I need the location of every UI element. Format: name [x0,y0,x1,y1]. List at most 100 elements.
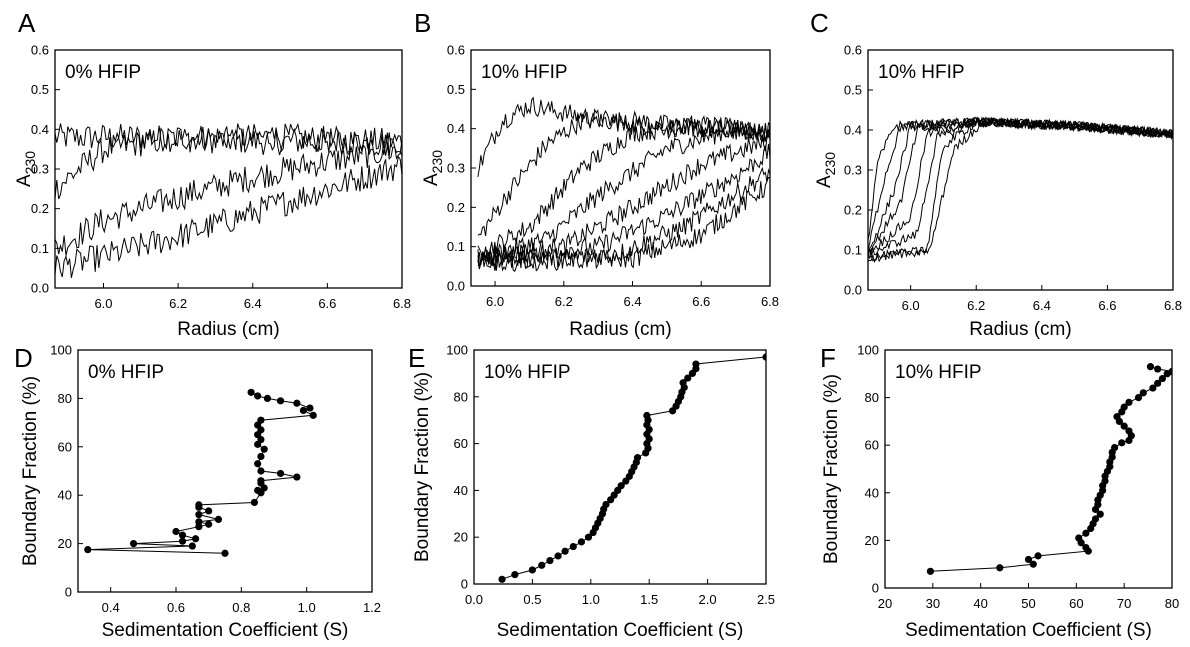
x-axis-label: Radius (cm) [177,319,279,340]
panel-d: D 0% HFIP 0 20 40 60 80 100 0.4 0.6 0.8 1.0 1.2 Sedim… [14,343,381,642]
x-axis-label: Radius (cm) [569,319,671,340]
x-tick-label: 1.2 [363,600,381,615]
scan-trace-4 [55,155,402,278]
y-axis-label: A230 [421,150,445,186]
y-tick-label: 0 [872,581,879,596]
data-point [617,482,625,490]
data-point [1158,374,1167,383]
data-point [306,404,314,412]
x-tick-label: 6.6 [1098,298,1116,313]
y-tick-label: 60 [865,438,879,453]
condition-label: 10% HFIP [481,62,568,83]
data-point [195,510,203,519]
data-point [926,567,935,575]
data-point [247,388,255,396]
y-tick-label: 20 [58,536,72,551]
x-tick-label: 70 [1117,596,1131,611]
data-point [546,557,554,565]
scan-trace-4 [477,119,770,265]
data-point [1168,367,1172,376]
plot-frame [54,49,403,289]
data-point [602,500,610,509]
data-point [1082,529,1090,537]
data-point [192,535,200,543]
x-tick-label: 6.8 [1164,298,1182,313]
x-axis-label: Sedimentation Coefficient (S) [497,620,744,641]
condition-label: 10% HFIP [895,362,982,383]
y-tick-label: 0 [461,577,468,592]
x-tick-label: 20 [878,596,892,611]
data-point [178,537,187,545]
y-tick-label: 0.0 [844,283,862,298]
panel-letter: D [14,343,33,373]
x-tick-label: 1.0 [582,592,600,607]
y-axis-label-main: A [814,175,835,188]
y-tick-label: 0.5 [447,82,465,97]
data-point [257,416,265,424]
y-tick-label: 80 [454,389,468,404]
scan-trace-7 [868,116,1173,264]
x-tick-label: 0.5 [523,592,541,607]
y-axis-label: A230 [814,152,838,188]
data-point [1149,384,1157,392]
y-tick-label: 0.3 [31,162,49,177]
data-point [762,353,766,361]
y-axis-label-subscript: 230 [429,150,445,174]
y-axis-label-subscript: 230 [22,151,38,175]
x-axis-label: Sedimentation Coefficient (S) [102,620,349,641]
scan-trace-2 [868,116,1173,250]
data-point [1154,365,1162,373]
data-point [498,575,506,583]
panel-letter: F [820,343,836,373]
y-axis-label: Boundary Fraction (%) [821,374,842,564]
panel-letter: E [408,343,425,373]
x-tick-label: 6.2 [967,298,985,313]
scan-trace-1 [868,116,1173,240]
y-tick-label: 60 [454,436,468,451]
data-point [254,460,262,468]
y-tick-label: 0.0 [447,279,465,294]
y-tick-label: 0 [65,585,72,600]
panel-c: C 10% HFIP 0.0 0.1 0.2 0.3 0.4 0.5 0.6 6.0 6.2 6.4 6… [810,8,1182,340]
data-point [188,542,196,550]
data-point [1125,398,1133,406]
y-tick-label: 60 [58,439,72,454]
data-point [195,501,203,509]
data-point [692,360,700,368]
data-point [679,379,687,387]
scan-trace-1 [55,123,402,156]
y-tick-label: 40 [58,488,72,503]
x-tick-label: 6.2 [555,294,573,309]
data-point [684,374,692,382]
x-tick-label: 6.6 [318,296,336,311]
y-tick-label: 80 [865,390,879,405]
x-tick-label: 6.0 [902,298,920,313]
y-tick-label: 0.1 [31,241,49,256]
plot-frame [473,349,767,585]
condition-label: 0% HFIP [88,362,164,383]
x-tick-label: 6.6 [692,294,710,309]
data-point [1024,555,1033,564]
scan-trace-8 [868,116,1173,263]
data-point [257,477,265,485]
y-tick-label: 0.1 [844,243,862,258]
x-tick-label: 0.6 [167,600,185,615]
scan-trace-8 [477,176,770,272]
y-tick-label: 0.2 [844,203,862,218]
y-tick-label: 0.0 [31,281,49,296]
scan-trace-3 [55,139,402,256]
x-tick-label: 2.5 [757,592,775,607]
y-tick-label: 100 [50,343,72,358]
data-point [1113,413,1121,421]
data-point [1075,534,1083,542]
data-point [195,518,203,526]
y-tick-label: 0.5 [844,83,862,98]
y-tick-label: 0.6 [447,43,465,58]
y-tick-label: 0.3 [447,161,465,176]
plot-frame [884,349,1173,589]
data-point [250,498,258,507]
plot-frame [77,349,373,593]
x-axis-label: Sedimentation Coefficient (S) [905,620,1152,641]
x-tick-label: 6.0 [486,294,504,309]
data-point [309,411,317,419]
